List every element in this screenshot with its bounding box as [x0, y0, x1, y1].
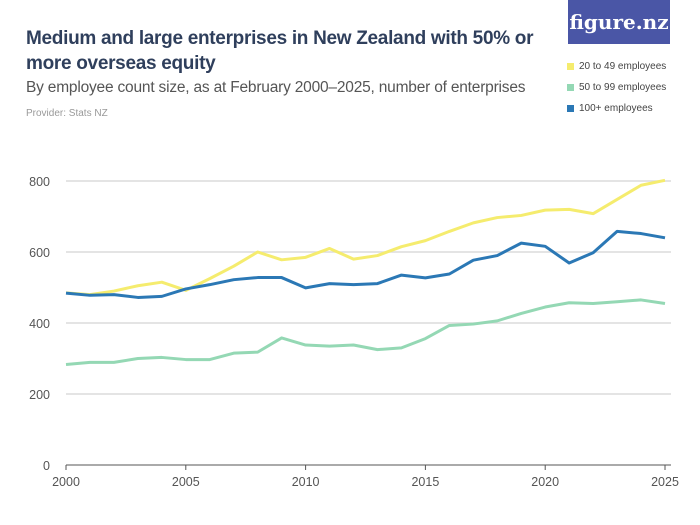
- figure-nz-logo[interactable]: figure.nz: [568, 0, 670, 44]
- chart-subtitle: By employee count size, as at February 2…: [26, 79, 526, 96]
- legend-label: 20 to 49 employees: [579, 61, 667, 72]
- y-tick-label: 400: [29, 317, 50, 331]
- x-tick-label: 2000: [52, 475, 80, 489]
- legend-item: 20 to 49 employees: [567, 56, 666, 77]
- x-tick-label: 2015: [411, 475, 439, 489]
- x-tick-label: 2005: [172, 475, 200, 489]
- series-line-2: [65, 229, 666, 299]
- y-tick-label: 800: [29, 175, 50, 189]
- chart-title: Medium and large enterprises in New Zeal…: [26, 28, 534, 74]
- legend-swatch: [567, 84, 574, 91]
- legend: 20 to 49 employees 50 to 99 employees 10…: [567, 56, 666, 119]
- y-tick-label: 200: [29, 388, 50, 402]
- provider-text: Provider: Stats NZ: [26, 108, 108, 119]
- legend-item: 50 to 99 employees: [567, 77, 666, 98]
- series-line-1: [65, 298, 666, 367]
- logo-text: figure.nz: [569, 10, 669, 34]
- legend-label: 50 to 99 employees: [579, 82, 667, 93]
- legend-swatch: [567, 63, 574, 70]
- x-tick-label: 2010: [292, 475, 320, 489]
- y-tick-label: 0: [43, 459, 50, 473]
- legend-item: 100+ employees: [567, 98, 666, 119]
- x-tick-label: 2025: [651, 475, 679, 489]
- legend-label: 100+ employees: [579, 103, 653, 114]
- series-line-0: [65, 178, 666, 297]
- x-tick-label: 2020: [531, 475, 559, 489]
- legend-swatch: [567, 105, 574, 112]
- y-tick-label: 600: [29, 246, 50, 260]
